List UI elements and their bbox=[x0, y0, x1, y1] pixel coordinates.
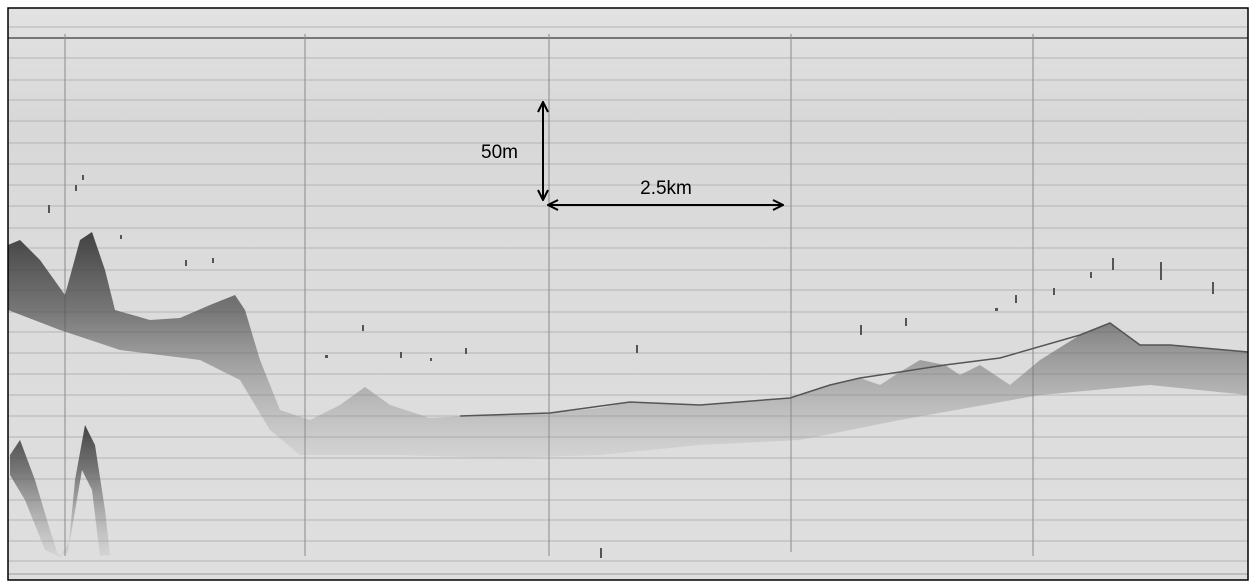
horizontal-scale-label: 2.5km bbox=[640, 178, 692, 199]
echogram-background bbox=[8, 8, 1248, 580]
vertical-scale-label: 50m bbox=[481, 142, 518, 163]
echogram-figure: 50m 2.5km bbox=[0, 0, 1256, 584]
